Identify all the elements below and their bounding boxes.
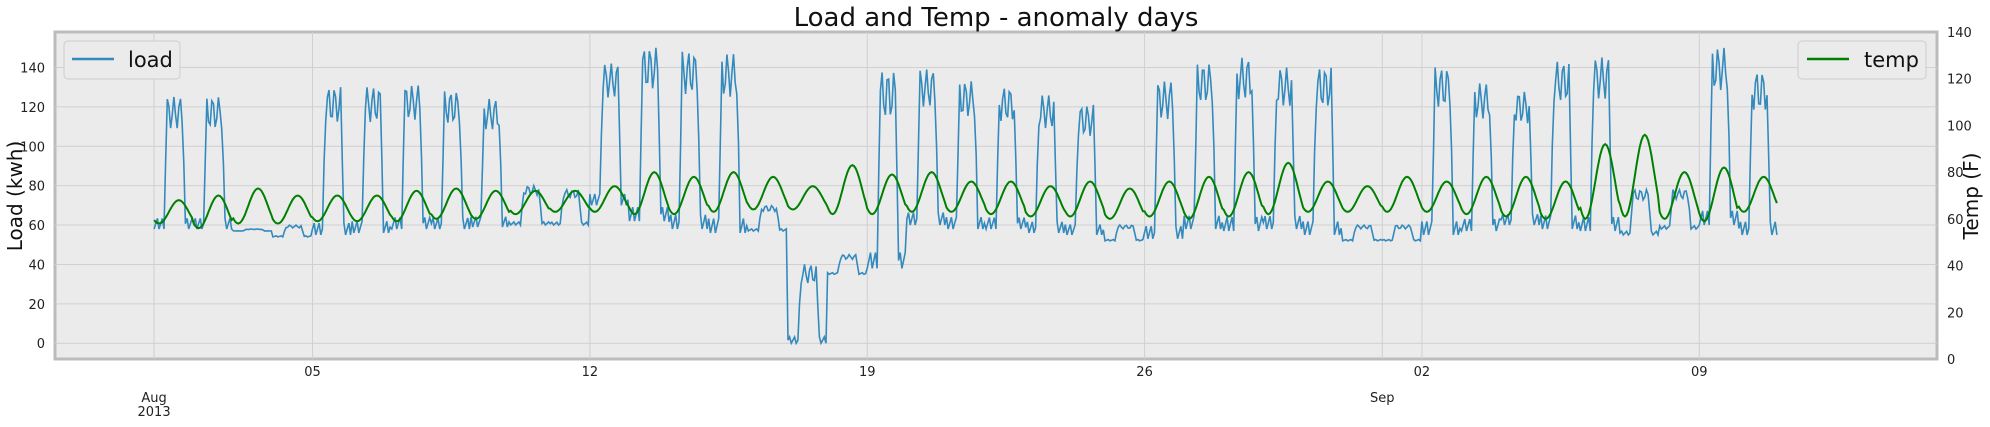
x-tick: Sep <box>1370 391 1395 406</box>
x-tick: Aug <box>141 391 166 406</box>
y-tick-right: 120 <box>1947 73 1972 88</box>
y-tick-left: 100 <box>20 140 45 155</box>
y-tick-left: 20 <box>28 298 45 313</box>
y-tick-left: 60 <box>28 219 45 234</box>
y-tick-right: 60 <box>1947 213 1964 228</box>
chart-title: Load and Temp - anomaly days <box>794 3 1199 33</box>
y-tick-left: 140 <box>20 61 45 76</box>
x-tick: 26 <box>1136 365 1153 380</box>
x-tick: 19 <box>859 365 876 380</box>
y-tick-left: 0 <box>37 337 45 352</box>
y-tick-right: 140 <box>1947 26 1972 41</box>
y-tick-left: 120 <box>20 101 45 116</box>
gridlines <box>55 32 1937 359</box>
x-tick: 09 <box>1691 365 1708 380</box>
y-tick-right: 0 <box>1947 353 1955 368</box>
series-line-load <box>153 47 1778 346</box>
tick-labels: 020406080100120140020406080100120140Aug2… <box>20 26 1972 420</box>
y-tick-left: 80 <box>28 180 45 195</box>
plot-area <box>53 30 1939 361</box>
y-tick-right: 100 <box>1947 119 1972 134</box>
x-tick: 05 <box>304 365 321 380</box>
y-axis-label-right: Temp (F) <box>1959 153 1983 241</box>
x-tick: 12 <box>582 365 599 380</box>
legend-load-label: load <box>128 48 173 72</box>
x-tick: 02 <box>1414 365 1431 380</box>
series-line-temp <box>153 133 1778 230</box>
legend-temp: temp <box>1797 40 1927 80</box>
y-tick-right: 80 <box>1947 166 1964 181</box>
y-axis-label-left: Load (kwh) <box>3 141 27 252</box>
legend-load: load <box>63 40 181 80</box>
y-tick-right: 20 <box>1947 306 1964 321</box>
series-layer <box>153 47 1778 346</box>
legend-temp-label: temp <box>1864 48 1919 72</box>
y-tick-left: 40 <box>28 258 45 273</box>
x-tick-year: 2013 <box>138 405 171 420</box>
y-tick-right: 40 <box>1947 260 1964 275</box>
